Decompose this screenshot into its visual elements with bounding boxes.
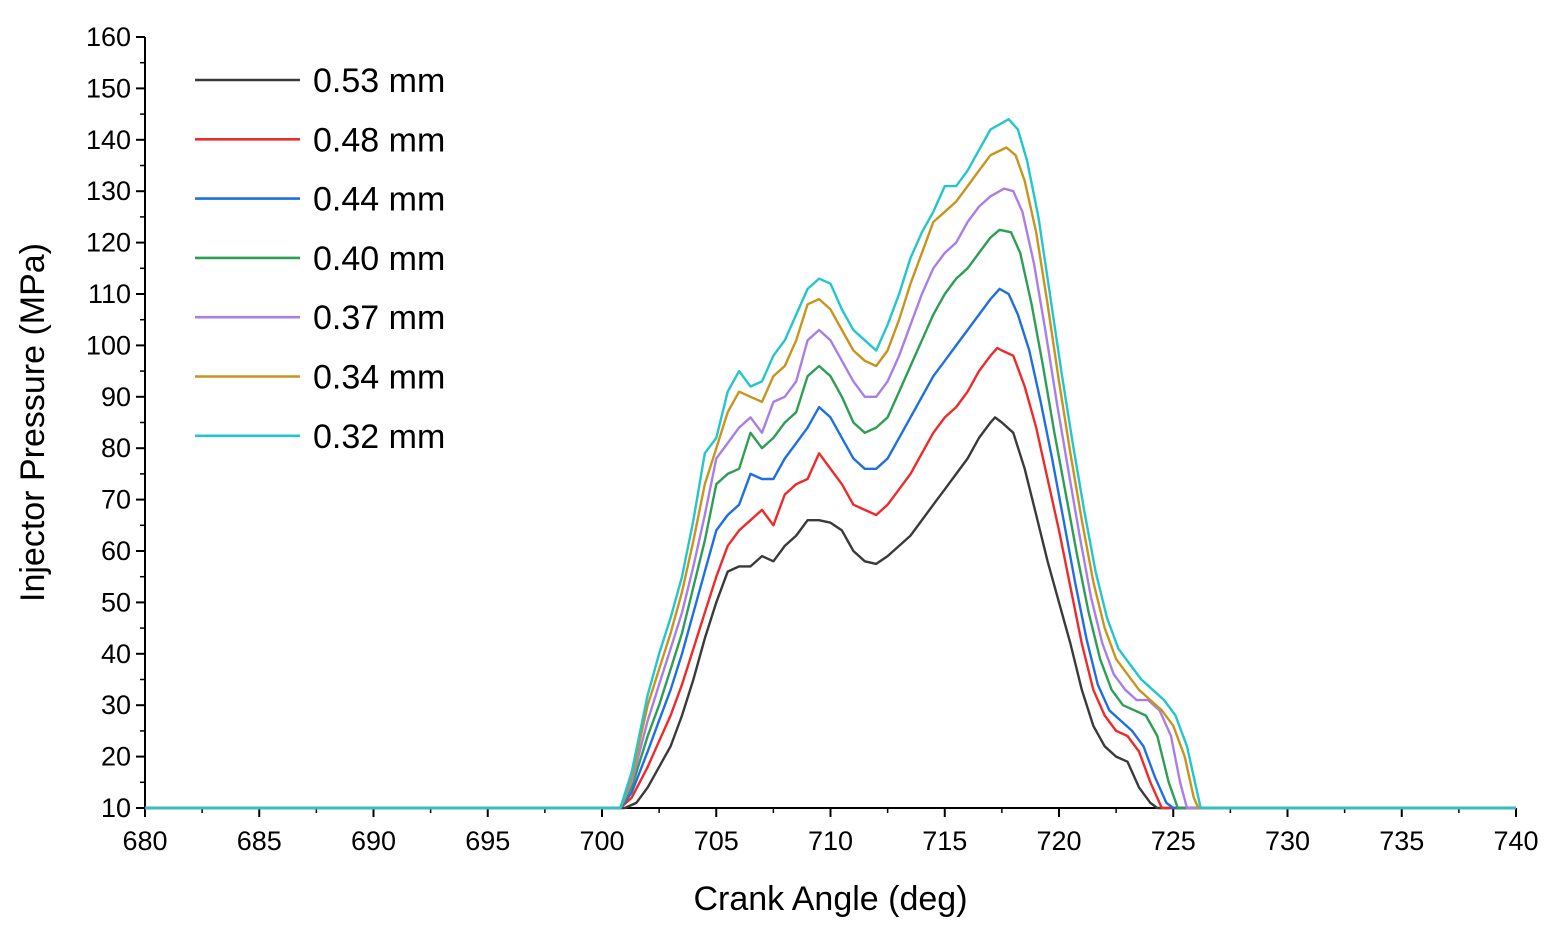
legend-label: 0.32 mm [313, 418, 445, 456]
legend-label: 0.48 mm [313, 121, 445, 159]
x-tick-label: 695 [465, 826, 510, 856]
legend-label: 0.53 mm [313, 62, 445, 100]
y-tick-label: 140 [86, 125, 131, 155]
y-tick-label: 60 [101, 536, 131, 566]
y-tick-label: 50 [101, 587, 131, 617]
y-tick-label: 100 [86, 330, 131, 360]
y-tick-label: 110 [88, 279, 131, 309]
x-ticks: 680 685 690 695 700 705 710 715 720 725 730 735 740 [122, 808, 1539, 856]
x-tick-label: 740 [1493, 826, 1538, 856]
legend: 0.53 mm 0.48 mm 0.44 mm 0.40 mm 0.37 mm 0.34 … [195, 62, 445, 456]
x-tick-label: 720 [1036, 826, 1081, 856]
x-tick-label: 725 [1151, 826, 1196, 856]
y-tick-label: 40 [101, 639, 131, 669]
y-tick-label: 160 [86, 22, 131, 52]
legend-label: 0.34 mm [313, 359, 445, 397]
y-tick-label: 10 [101, 793, 131, 823]
x-tick-label: 685 [237, 826, 282, 856]
x-tick-label: 690 [351, 826, 396, 856]
y-ticks: 10 20 30 40 50 60 70 80 90 100 110 120 130 140 150 160 [86, 22, 145, 823]
y-tick-label: 90 [101, 382, 131, 412]
y-tick-label: 130 [86, 176, 131, 206]
x-tick-label: 730 [1265, 826, 1310, 856]
x-tick-label: 735 [1379, 826, 1424, 856]
legend-label: 0.40 mm [313, 240, 445, 278]
x-axis-title: Crank Angle (deg) [693, 880, 967, 918]
y-axis-title: Injector Pressure (MPa) [14, 243, 52, 602]
series-line-0-40-mm [145, 228, 1516, 810]
series-line-0-48-mm [145, 346, 1516, 810]
legend-label: 0.44 mm [313, 181, 445, 219]
y-tick-label: 30 [101, 690, 131, 720]
series-lines [145, 117, 1516, 810]
x-tick-label: 710 [808, 826, 853, 856]
series-line-0-53-mm [145, 416, 1516, 810]
y-tick-label: 70 [101, 485, 131, 515]
x-tick-label: 705 [694, 826, 739, 856]
x-tick-label: 700 [579, 826, 624, 856]
series-line-0-32-mm [145, 117, 1516, 810]
series-line-0-34-mm [145, 146, 1516, 810]
x-tick-label: 680 [122, 826, 167, 856]
y-tick-label: 20 [101, 742, 131, 772]
y-tick-label: 150 [86, 73, 131, 103]
x-tick-label: 715 [922, 826, 967, 856]
series-line-0-44-mm [145, 287, 1516, 810]
series-line-0-37-mm [145, 187, 1516, 810]
legend-label: 0.37 mm [313, 299, 445, 337]
y-tick-label: 80 [101, 433, 131, 463]
y-tick-label: 120 [86, 228, 131, 258]
